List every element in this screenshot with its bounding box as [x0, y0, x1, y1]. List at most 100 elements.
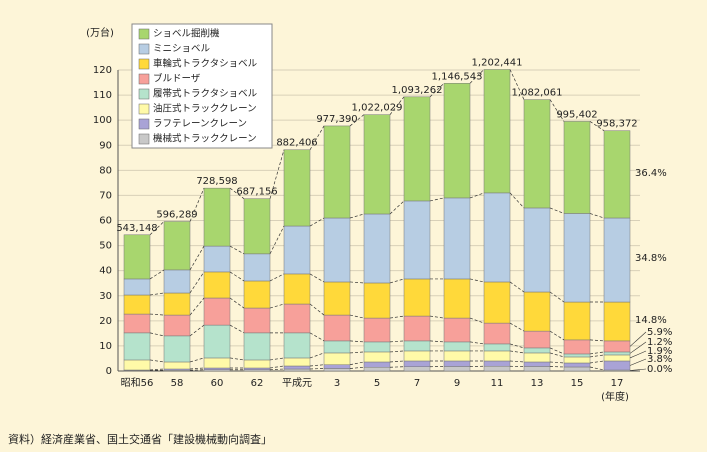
connector: [349, 213, 365, 219]
connector: [549, 330, 565, 341]
connector: [469, 192, 485, 199]
bar-segment: [443, 350, 471, 362]
bar-segment: [323, 340, 351, 354]
bar-segment: [523, 99, 551, 209]
bar-segment: [443, 341, 471, 352]
connector: [509, 360, 525, 363]
y-tick-label: 20: [99, 316, 112, 327]
connector: [509, 192, 525, 209]
share-label: 14.8%: [635, 315, 667, 326]
legend-swatch: [138, 73, 150, 85]
bar-segment: [403, 96, 431, 202]
connector: [589, 121, 605, 131]
bar-segment: [163, 221, 191, 271]
connector: [469, 69, 485, 84]
bar-segment: [563, 353, 591, 358]
bar-segment: [563, 301, 591, 341]
connector: [269, 225, 285, 255]
bar-segment: [323, 352, 351, 365]
legend-swatch: [138, 133, 150, 145]
leader: [629, 331, 647, 347]
total-label: 958,372: [596, 119, 637, 130]
connector: [189, 324, 205, 337]
legend-label: 機械式トラッククレーン: [153, 133, 257, 145]
bar-segment: [203, 357, 231, 369]
bar-segment: [283, 357, 311, 367]
connector: [229, 297, 245, 309]
bar-segment: [323, 368, 351, 372]
bar-segment: [203, 271, 231, 299]
bar-segment: [403, 350, 431, 362]
total-label: 596,289: [156, 209, 197, 220]
connector: [149, 313, 165, 316]
bar-segment: [203, 324, 231, 359]
legend-label: ブルドーザ: [153, 73, 201, 85]
connector: [189, 369, 205, 371]
connector: [189, 188, 205, 222]
connector: [389, 96, 405, 115]
bar-segment: [443, 317, 471, 343]
connector: [269, 368, 285, 371]
bar-segment: [323, 125, 351, 219]
bar-segment: [523, 291, 551, 332]
connector: [189, 271, 205, 294]
bar-segment: [243, 359, 271, 369]
x-tick-label: 平成元: [282, 377, 312, 389]
source: 資料）経済産業省、国土交通省「建設機械動向調査」: [8, 432, 272, 446]
connector: [189, 297, 205, 316]
share-label: 34.8%: [635, 253, 667, 264]
connector: [469, 341, 485, 345]
total-label: 1,082,061: [512, 88, 563, 99]
connector: [549, 366, 565, 368]
bar-segment: [283, 365, 311, 370]
connector: [309, 352, 325, 359]
bar-segment: [443, 360, 471, 367]
legend-label: ミニショベル: [153, 44, 211, 55]
bar-segment: [203, 245, 231, 273]
bar-segment: [603, 130, 631, 219]
bar-segment: [483, 350, 511, 362]
bar-segment: [483, 69, 511, 194]
bar-segment: [323, 364, 351, 369]
share-label: 0.0%: [647, 364, 672, 375]
legend-swatch: [138, 118, 150, 130]
legend-label: 油圧式トラッククレーン: [153, 103, 257, 115]
bar-segment: [363, 341, 391, 353]
legend-swatch: [138, 43, 150, 55]
total-label: 728,598: [196, 176, 237, 187]
x-tick-label: 60: [211, 378, 224, 389]
connector: [469, 317, 485, 324]
bar-segment: [483, 322, 511, 345]
connector: [389, 315, 405, 319]
bar-segment: [403, 200, 431, 280]
bar-segment: [163, 292, 191, 316]
bar-segment: [243, 307, 271, 334]
connector: [189, 357, 205, 363]
bar-segment: [523, 207, 551, 293]
connector: [269, 357, 285, 361]
x-tick-label: 13: [531, 378, 544, 389]
bar-segment: [363, 114, 391, 215]
bar-segment: [243, 198, 271, 255]
y-unit-label: (万台): [86, 26, 114, 39]
connector: [589, 339, 605, 342]
bar-segment: [203, 367, 231, 370]
bar-segment: [123, 234, 151, 280]
connector: [269, 303, 285, 309]
connector: [389, 360, 405, 363]
bar-segment: [563, 121, 591, 214]
x-tick-label: 3: [334, 378, 340, 389]
connector: [269, 365, 285, 369]
bar-segment: [563, 339, 591, 355]
bar-segment: [523, 330, 551, 349]
connector: [469, 278, 485, 283]
legend-label: 車輪式トラクタショベル: [153, 58, 258, 70]
connector: [269, 149, 285, 199]
connector: [229, 245, 245, 255]
connector: [509, 350, 525, 354]
y-tick-label: 120: [93, 65, 112, 76]
bar-segment: [123, 278, 151, 296]
total-label: 1,146,543: [432, 71, 483, 82]
connector: [429, 340, 445, 343]
connector: [349, 114, 365, 127]
